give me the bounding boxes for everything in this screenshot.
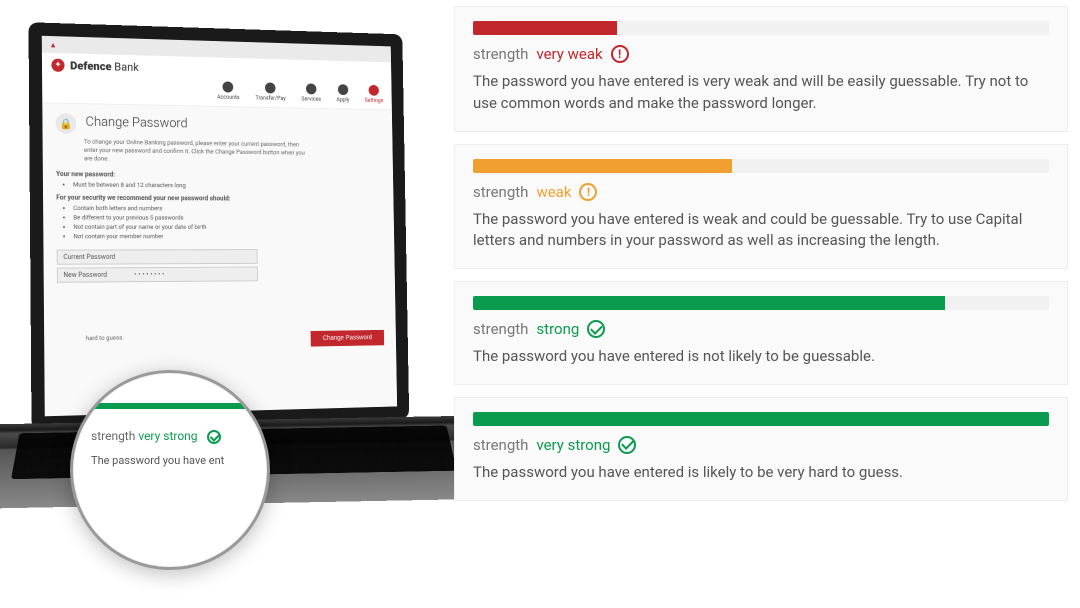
page-title: Change Password	[85, 115, 187, 132]
strength-bar-fill	[473, 21, 617, 35]
strength-label: strength	[473, 320, 528, 338]
list-item: Be different to your previous 5 password…	[73, 214, 382, 222]
rec-heading: For your security we recommend your new …	[56, 194, 381, 203]
strength-bar-fill	[473, 296, 945, 310]
strength-desc-truncated: The password you have ent	[91, 454, 249, 467]
strength-line: strength very weak!	[473, 45, 1049, 63]
check-icon	[618, 436, 636, 454]
current-password-field[interactable]: Current Password	[57, 249, 258, 265]
nav-label: Settings	[365, 97, 384, 104]
strength-description: The password you have entered is likely …	[473, 462, 1049, 484]
brand-light: Bank	[114, 60, 139, 74]
settings-icon	[369, 85, 379, 96]
strength-card: strength weak! The password you have enter…	[454, 144, 1068, 270]
strength-label: strength	[473, 45, 528, 63]
strength-line: strength very strong	[91, 429, 249, 444]
check-icon	[587, 320, 605, 338]
alert-icon: !	[579, 183, 597, 201]
masked-value: ••••••••	[134, 271, 166, 279]
nav-apply[interactable]: Apply	[336, 84, 349, 103]
lock-icon: 🔒	[56, 113, 77, 134]
req-list: Must be between 8 and 12 characters long	[56, 181, 381, 191]
page-intro: To change your Online Banking password, …	[84, 138, 309, 166]
strength-description: The password you have entered is weak an…	[473, 209, 1049, 253]
nav-services[interactable]: Services	[301, 83, 321, 102]
screen-content: ▲ ✦ Defence Bank Accounts Transfer/Pay S…	[42, 36, 398, 426]
list-item: Must be between 8 and 12 characters long	[73, 181, 381, 191]
req-heading: Your new password:	[56, 171, 381, 181]
strength-card: strength strong The password you have ente…	[454, 281, 1068, 385]
strength-label: strength	[91, 429, 135, 443]
alert-icon: !	[611, 45, 629, 63]
strength-bar-track	[473, 159, 1049, 173]
form-footer: hard to guess. Change Password	[57, 330, 384, 351]
hint-fragment: hard to guess.	[86, 334, 124, 351]
nav-accounts[interactable]: Accounts	[217, 81, 240, 101]
brand-logo-icon: ✦	[51, 59, 64, 72]
user-icon: ▲	[49, 40, 56, 49]
field-label: Current Password	[63, 253, 128, 261]
strength-bar-track	[473, 412, 1049, 426]
nav-label: Apply	[336, 97, 349, 104]
strength-line: strength weak!	[473, 183, 1049, 201]
strength-cards: strength very weak! The password you have …	[454, 6, 1068, 501]
strength-description: The password you have entered is very we…	[473, 71, 1049, 115]
nav-label: Transfer/Pay	[255, 95, 285, 102]
page-header: 🔒 Change Password	[56, 113, 381, 139]
field-label: New Password	[63, 271, 128, 279]
accounts-icon	[223, 81, 234, 92]
laptop-screen: ▲ ✦ Defence Bank Accounts Transfer/Pay S…	[28, 22, 409, 430]
strength-value: weak	[536, 183, 571, 201]
strength-bar-track	[473, 296, 1049, 310]
strength-value: very strong	[138, 429, 197, 443]
list-item: Not contain your member number	[73, 233, 382, 241]
list-item: Not contain part of your name or your da…	[73, 223, 382, 231]
change-password-button[interactable]: Change Password	[310, 330, 384, 347]
list-item: Contain both letters and numbers	[73, 205, 382, 214]
strength-bar-fill	[473, 159, 732, 173]
strength-card: strength very strong The password you have…	[454, 397, 1068, 501]
password-fields: Current Password New Password ••••••••	[57, 249, 383, 283]
strength-description: The password you have entered is not lik…	[473, 346, 1049, 368]
nav-label: Accounts	[217, 94, 240, 101]
brand-bold: Defence	[70, 59, 111, 73]
strength-value: strong	[536, 320, 579, 338]
strength-label: strength	[473, 183, 528, 201]
strength-bar-fill	[473, 412, 1049, 426]
apply-icon	[337, 84, 347, 95]
magnifier-lens: strength very strong The password you ha…	[70, 370, 270, 570]
strength-label: strength	[473, 436, 528, 454]
strength-value: very weak	[536, 45, 602, 63]
strength-bar	[91, 403, 249, 409]
page-body: 🔒 Change Password To change your Online …	[42, 103, 397, 426]
new-password-field[interactable]: New Password ••••••••	[57, 267, 258, 283]
services-icon	[306, 83, 317, 94]
nav-label: Services	[301, 96, 321, 103]
strength-value: very strong	[536, 436, 610, 454]
strength-line: strength strong	[473, 320, 1049, 338]
nav-transfer[interactable]: Transfer/Pay	[255, 82, 286, 102]
transfer-icon	[265, 82, 276, 93]
rec-list: Contain both letters and numbers Be diff…	[56, 205, 382, 241]
brand-text: Defence Bank	[70, 59, 139, 74]
strength-line: strength very strong	[473, 436, 1049, 454]
nav-settings[interactable]: Settings	[364, 85, 383, 104]
strength-card: strength very weak! The password you have …	[454, 6, 1068, 132]
strength-bar-track	[473, 21, 1049, 35]
check-icon	[207, 430, 221, 444]
